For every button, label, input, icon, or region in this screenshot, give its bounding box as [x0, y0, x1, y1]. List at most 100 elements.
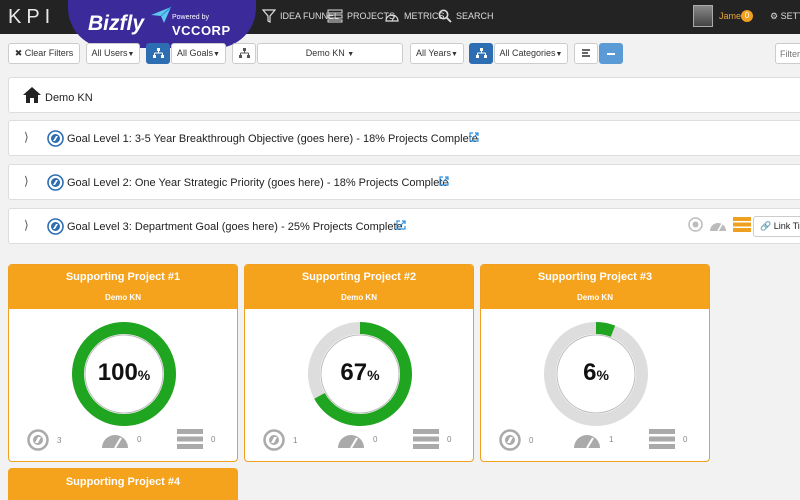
goals-count: 3 — [57, 435, 62, 445]
powered-by-text: Powered by — [172, 14, 209, 21]
gauge-icon[interactable] — [709, 218, 727, 232]
hierarchy-icon — [475, 48, 487, 58]
clear-filters-label: Clear Filters — [24, 48, 74, 58]
list-view-button[interactable] — [574, 43, 598, 64]
years-dropdown[interactable]: All Years▼ — [410, 43, 464, 64]
progress-arc — [72, 322, 176, 426]
project-org: Demo KN — [340, 293, 377, 302]
settings-label: SETTINGS — [780, 11, 800, 21]
home-icon[interactable] — [22, 86, 42, 104]
goals-stat[interactable]: 1 — [263, 429, 297, 451]
goal-row-level-2[interactable]: ⟩ Goal Level 2: One Year Strategic Prior… — [8, 164, 800, 200]
progress-donut — [308, 322, 412, 426]
nav-label: IDEA FUNNEL — [280, 11, 340, 21]
projects-icon — [327, 9, 343, 23]
progress-percent: 6% — [583, 359, 609, 386]
gauge-icon — [574, 435, 600, 449]
goal-compass-icon — [27, 429, 49, 451]
card-header: Supporting Project #1 Demo KN — [9, 265, 237, 309]
project-org: Demo KN — [104, 293, 141, 302]
progress-inner-ring — [84, 334, 164, 414]
projects-count: 0 — [211, 434, 216, 444]
goals-count: 1 — [293, 435, 298, 445]
link-tile-button[interactable]: 🔗 Link Tile — [753, 216, 800, 237]
gauge-icon — [338, 435, 364, 449]
brand-name: Bizfly — [88, 12, 145, 35]
project-title[interactable]: Supporting Project #3 — [537, 271, 653, 283]
goal-row-level-1[interactable]: ⟩ Goal Level 1: 3-5 Year Breakthrough Ob… — [8, 120, 800, 156]
corp-name: VCCORP — [172, 23, 231, 38]
metrics-stat[interactable]: 0 — [337, 429, 377, 449]
org-hierarchy-button[interactable] — [232, 43, 256, 64]
list-icon — [582, 49, 590, 57]
goal-tools — [688, 217, 751, 232]
breadcrumb-label[interactable]: Demo KN — [45, 92, 93, 104]
progress-percent: 67% — [340, 359, 380, 386]
progress-percent: 100% — [97, 359, 151, 386]
projects-count: 0 — [447, 434, 452, 444]
hierarchy-toggle-button[interactable] — [146, 43, 170, 64]
project-card[interactable]: Supporting Project #2 Demo KN 67% 1 0 0 — [244, 264, 474, 462]
chevron-right-icon[interactable]: ⟩ — [24, 218, 29, 232]
metrics-stat[interactable]: 1 — [573, 429, 613, 449]
nav-idea-funnel[interactable]: IDEA FUNNEL — [262, 9, 339, 23]
external-link-icon[interactable] — [469, 132, 479, 142]
metrics-stat[interactable]: 0 — [101, 429, 141, 449]
gauge-icon — [102, 435, 128, 449]
projects-stat[interactable]: 0 — [413, 429, 451, 449]
chevron-right-icon[interactable]: ⟩ — [24, 130, 29, 144]
nav-projects[interactable]: PROJECTS — [327, 9, 395, 23]
avatar[interactable] — [693, 5, 713, 27]
goals-stat[interactable]: 0 — [499, 429, 533, 451]
funnel-icon — [262, 9, 276, 23]
progress-inner-ring — [556, 334, 636, 414]
project-title[interactable]: Supporting Project #2 — [301, 271, 417, 283]
goal-row-level-3[interactable]: ⟩ Goal Level 3: Department Goal (goes he… — [8, 208, 800, 244]
projects-stack-icon — [177, 429, 203, 449]
goal-compass-icon — [263, 429, 285, 451]
projects-stack-icon — [413, 429, 439, 449]
projects-stack-icon — [649, 429, 675, 449]
goal-compass-icon — [47, 174, 64, 191]
project-card[interactable]: Supporting Project #1 Demo KN 100% 3 0 0 — [8, 264, 238, 462]
tile-view-button[interactable] — [599, 43, 623, 64]
external-link-icon[interactable] — [396, 220, 406, 230]
projects-stack-icon[interactable] — [733, 217, 751, 232]
progress-arc — [544, 322, 648, 426]
settings-link[interactable]: ⚙ SETTINGS — [770, 11, 800, 22]
project-org: Demo KN — [576, 293, 613, 302]
filter-input[interactable] — [775, 43, 800, 64]
goals-count: 0 — [529, 435, 534, 445]
notification-badge[interactable]: 0 — [741, 10, 753, 22]
users-dropdown[interactable]: All Users▼ — [86, 43, 140, 64]
goals-stat[interactable]: 3 — [27, 429, 61, 451]
search-icon — [438, 9, 452, 23]
card-header: Supporting Project #2 Demo KN — [245, 265, 473, 309]
org-dropdown[interactable]: Demo KN ▼ — [257, 43, 403, 64]
nav-search[interactable]: SEARCH — [438, 9, 494, 23]
minus-icon — [607, 53, 615, 55]
nav-metrics[interactable]: METRICS — [384, 9, 445, 23]
link-tile-label: Link Tile — [773, 221, 800, 231]
projects-stat[interactable]: 0 — [177, 429, 215, 449]
users-dropdown-label: All Users — [91, 48, 128, 58]
app-logo[interactable]: KPI — [8, 6, 56, 28]
paper-plane-icon — [151, 6, 172, 23]
progress-value: 100 — [97, 359, 138, 386]
category-hierarchy-button[interactable] — [469, 43, 493, 64]
projects-stat[interactable]: 0 — [649, 429, 687, 449]
clear-filters-button[interactable]: ✖ Clear Filters — [8, 43, 80, 64]
project-title[interactable]: Supporting Project #1 — [65, 271, 181, 283]
goal-compass-icon — [47, 130, 64, 147]
chevron-right-icon[interactable]: ⟩ — [24, 174, 29, 188]
external-link-icon[interactable] — [439, 176, 449, 186]
goal-compass-icon[interactable] — [688, 217, 703, 232]
project-card-title-partial[interactable]: Supporting Project #4 — [8, 468, 238, 500]
categories-dropdown[interactable]: All Categories▼ — [494, 43, 568, 64]
goal-compass-icon — [47, 218, 64, 235]
project-card[interactable]: Supporting Project #3 Demo KN 6% 0 1 0 — [480, 264, 710, 462]
user-name[interactable]: James — [719, 11, 746, 21]
goals-dropdown[interactable]: All Goals▼ — [171, 43, 226, 64]
nav-label: METRICS — [404, 11, 445, 21]
project-title[interactable]: Supporting Project #4 — [65, 476, 181, 488]
